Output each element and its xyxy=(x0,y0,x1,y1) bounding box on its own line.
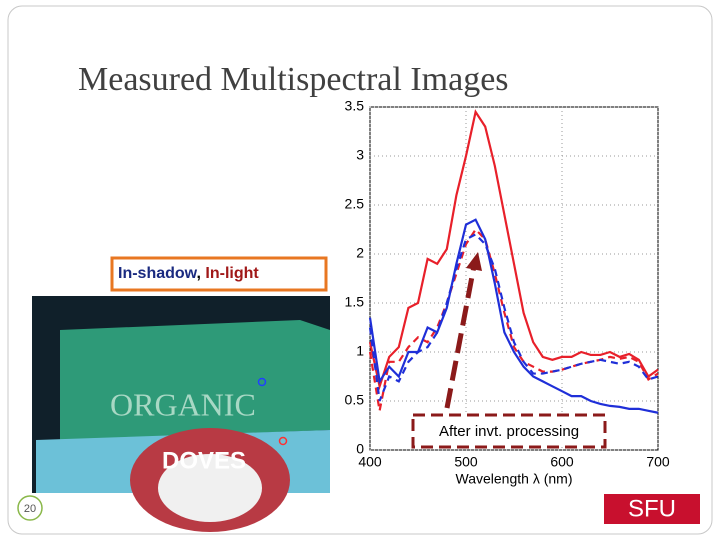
series-line xyxy=(368,109,659,391)
y-tick-label: 3 xyxy=(356,147,364,163)
x-axis-label: Wavelength λ (nm) xyxy=(456,471,573,487)
plot-area xyxy=(369,106,659,451)
label-box-text: In-shadow, In-light xyxy=(118,265,259,282)
logo: SFU xyxy=(628,495,676,522)
y-tick-label: 3.5 xyxy=(345,98,365,114)
x-tick-label: 500 xyxy=(454,454,478,470)
y-tick-label: 0 xyxy=(356,441,364,457)
label-sep: , xyxy=(197,265,201,282)
sample-point xyxy=(257,377,267,387)
series-line xyxy=(368,233,659,402)
y-tick-label: 2.5 xyxy=(345,196,365,212)
slide-title: Measured Multispectral Images xyxy=(78,61,509,98)
seal-inner xyxy=(158,454,262,522)
photo: ORGANIC DOVES xyxy=(32,296,330,532)
arrow-head xyxy=(466,252,482,271)
label-box xyxy=(110,256,328,292)
series-line xyxy=(368,227,659,412)
logo-box xyxy=(604,494,700,524)
page-badge xyxy=(17,495,43,521)
y-tick-label: 0.5 xyxy=(345,392,365,408)
photo-text: ORGANIC xyxy=(110,386,256,422)
label-light: In-light xyxy=(205,265,259,282)
page-number: 20 xyxy=(24,503,36,515)
x-tick-label: 600 xyxy=(550,454,574,470)
x-tick-label: 400 xyxy=(358,454,382,470)
x-tick-label: 700 xyxy=(646,454,670,470)
y-tick-label: 1.5 xyxy=(345,294,365,310)
y-tick-label: 2 xyxy=(356,245,364,261)
arrow-shaft xyxy=(444,265,477,409)
label-shadow: In-shadow xyxy=(118,265,198,282)
y-tick-label: 1 xyxy=(356,343,364,359)
callout-text: After invt. processing xyxy=(439,423,579,440)
sample-point xyxy=(278,436,288,446)
callout-box xyxy=(411,413,607,449)
bag xyxy=(60,320,330,440)
photo-text: DOVES xyxy=(162,447,246,474)
